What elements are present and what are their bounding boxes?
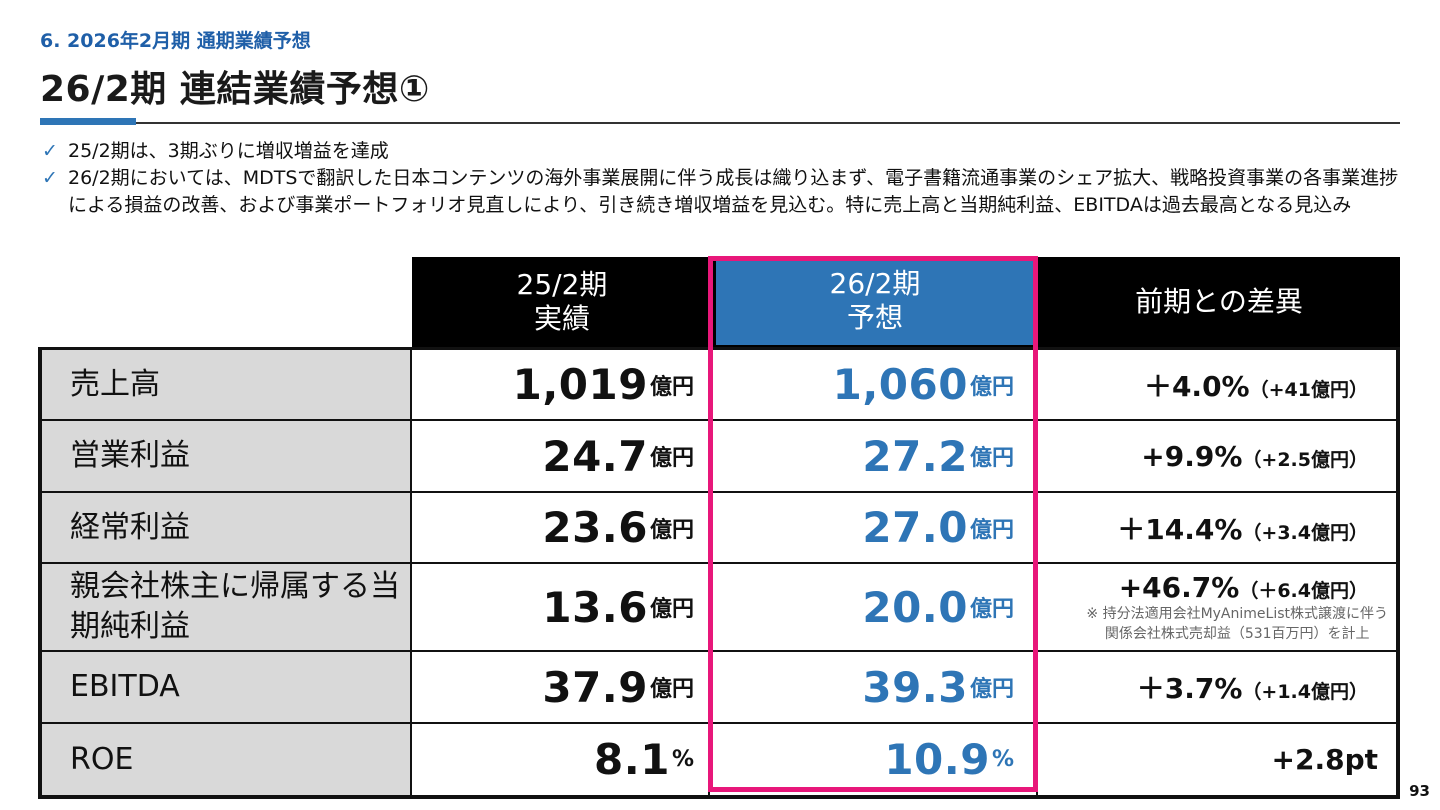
page-title: 26/2期 連結業績予想① bbox=[40, 69, 430, 110]
table-row: 売上高 1,019 億円 1,060 億円 ＋4.0%（+41億円） bbox=[38, 350, 1400, 419]
table-row: 営業利益 24.7 億円 27.2 億円 +9.9%（+2.5億円） bbox=[38, 421, 1400, 491]
diff-value: ＋14.4%（+3.4億円） bbox=[1038, 493, 1396, 562]
title-underline-accent bbox=[40, 118, 136, 125]
table-row: ROE 8.1% 10.9% +2.8pt bbox=[38, 724, 1400, 795]
diff-value: ＋3.7%（+1.4億円） bbox=[1038, 652, 1396, 722]
forecast-value: 27.0 億円 bbox=[710, 493, 1036, 562]
table-row: EBITDA 37.9 億円 39.3 億円 ＋3.7%（+1.4億円） bbox=[38, 652, 1400, 722]
header-diff-label: 前期との差異 bbox=[1135, 285, 1303, 318]
bullet-text: 25/2期は、3期ぶりに増収増益を達成 bbox=[68, 140, 389, 162]
row-label: ROE bbox=[42, 724, 410, 795]
bullet-item: ✓ 26/2期においては、MDTSで翻訳した日本コンテンツの海外事業展開に伴う成… bbox=[42, 165, 1402, 219]
row-label: 経常利益 bbox=[42, 493, 410, 562]
diff-value: +9.9%（+2.5億円） bbox=[1038, 421, 1396, 491]
row-label: 営業利益 bbox=[42, 421, 410, 491]
check-icon: ✓ bbox=[42, 140, 58, 162]
table-row: 経常利益 23.6 億円 27.0 億円 ＋14.4%（+3.4億円） bbox=[38, 493, 1400, 562]
actual-value: 13.6 億円 bbox=[412, 564, 708, 650]
forecast-value: 10.9% bbox=[710, 724, 1036, 795]
table-row: 親会社株主に帰属する当期純利益 13.6 億円 20.0 億円 +46.7%（＋6.… bbox=[38, 564, 1400, 650]
diff-value: +46.7%（＋6.4億円） ※ 持分法適用会社MyAnimeList株式譲渡に… bbox=[1038, 564, 1396, 650]
diff-note: ※ 持分法適用会社MyAnimeList株式譲渡に伴う 関係会社株式売却益（53… bbox=[1086, 605, 1388, 642]
title-underline bbox=[40, 122, 1400, 124]
diff-value: ＋4.0%（+41億円） bbox=[1038, 350, 1396, 419]
bullet-text: 26/2期においては、MDTSで翻訳した日本コンテンツの海外事業展開に伴う成長は… bbox=[68, 167, 1399, 216]
header-actual-line2: 実績 bbox=[533, 302, 590, 335]
page-number: 93 bbox=[1409, 782, 1430, 800]
forecast-table: 売上高 1,019 億円 1,060 億円 ＋4.0%（+41億円） 営業利益 24… bbox=[38, 347, 1400, 799]
row-label: EBITDA bbox=[42, 652, 410, 722]
section-heading: 6. 2026年2月期 通期業績予想 bbox=[40, 30, 311, 52]
forecast-value: 1,060 億円 bbox=[710, 350, 1036, 419]
header-actual: 25/2期 実績 bbox=[412, 257, 712, 347]
forecast-value: 39.3 億円 bbox=[710, 652, 1036, 722]
actual-value: 8.1% bbox=[412, 724, 708, 795]
actual-value: 23.6 億円 bbox=[412, 493, 708, 562]
check-icon: ✓ bbox=[42, 167, 58, 189]
header-forecast: 26/2期 予想 bbox=[716, 257, 1034, 345]
header-forecast-line2: 予想 bbox=[846, 301, 903, 334]
header-forecast-line1: 26/2期 bbox=[829, 267, 921, 300]
actual-value: 1,019 億円 bbox=[412, 350, 708, 419]
forecast-value: 20.0 億円 bbox=[710, 564, 1036, 650]
row-label: 売上高 bbox=[42, 350, 410, 419]
actual-value: 37.9 億円 bbox=[412, 652, 708, 722]
forecast-value: 27.2 億円 bbox=[710, 421, 1036, 491]
actual-value: 24.7 億円 bbox=[412, 421, 708, 491]
header-actual-line1: 25/2期 bbox=[516, 268, 608, 301]
diff-value: +2.8pt bbox=[1038, 724, 1396, 795]
header-diff: 前期との差異 bbox=[1038, 257, 1400, 347]
bullet-item: ✓ 25/2期は、3期ぶりに増収増益を達成 bbox=[42, 138, 1402, 165]
summary-bullets: ✓ 25/2期は、3期ぶりに増収増益を達成 ✓ 26/2期においては、MDTSで… bbox=[42, 138, 1402, 219]
row-label: 親会社株主に帰属する当期純利益 bbox=[42, 564, 410, 650]
